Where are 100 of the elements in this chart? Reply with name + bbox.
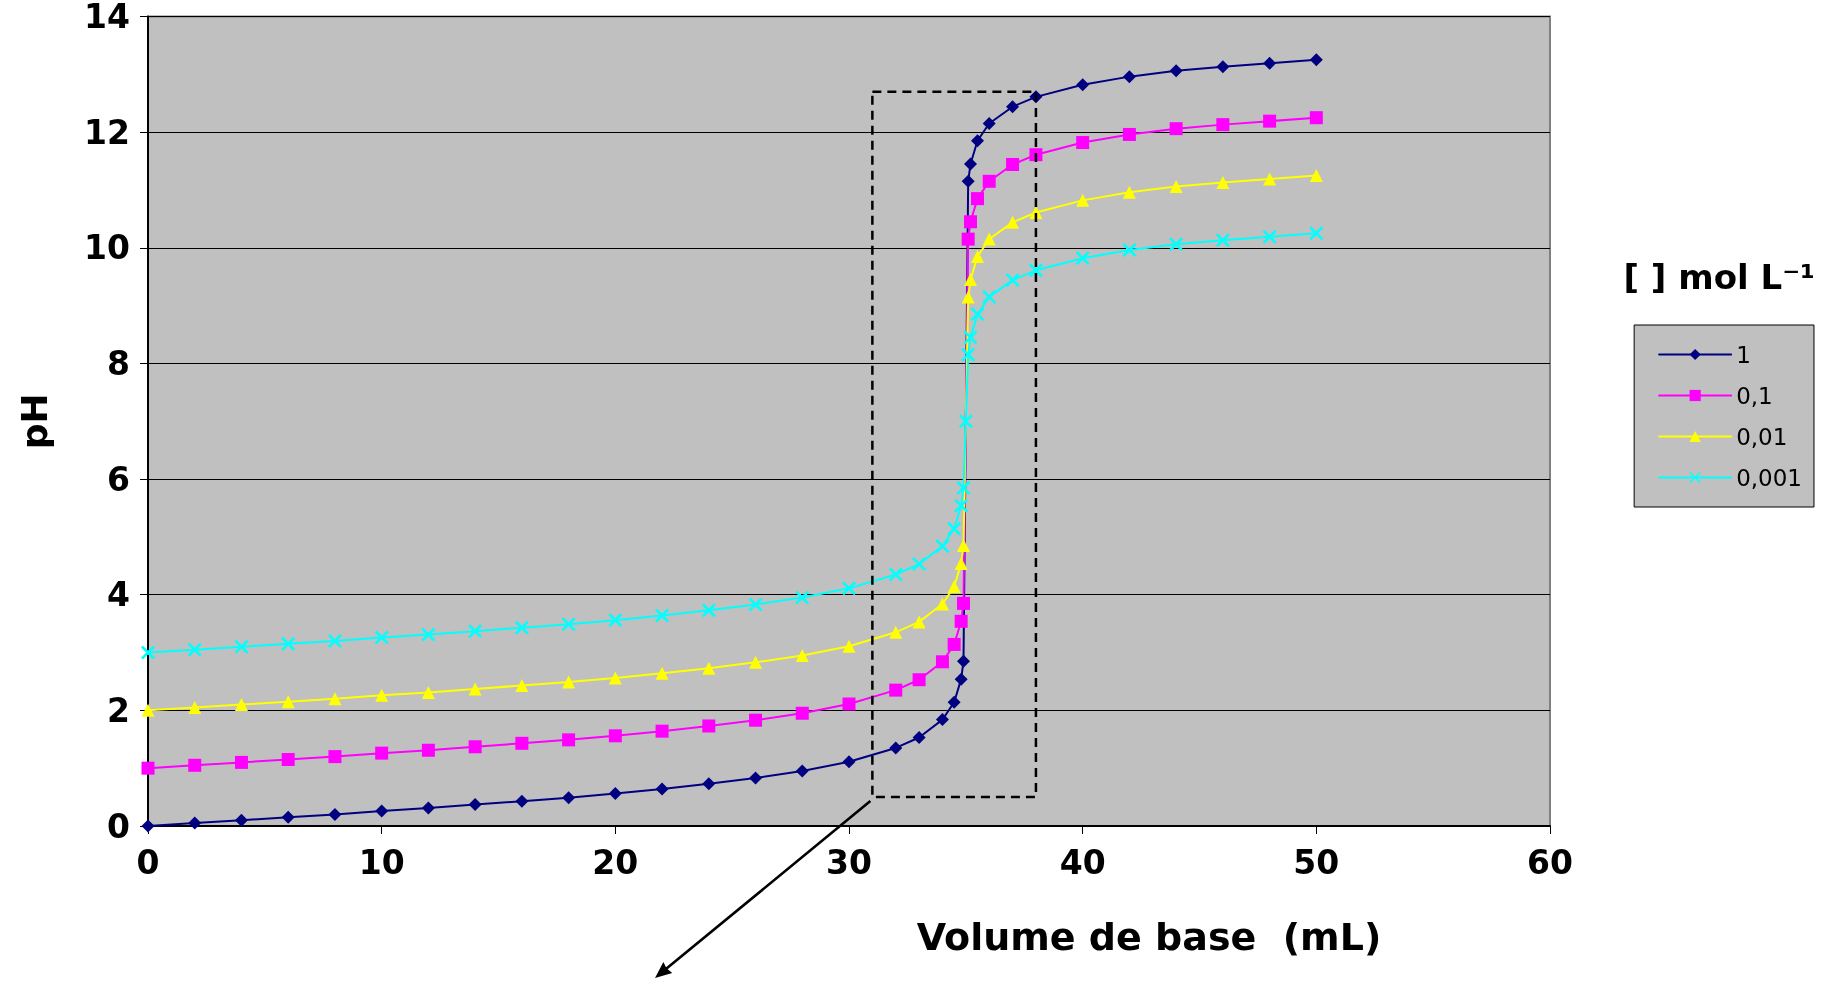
point	[1309, 111, 1323, 125]
point	[961, 232, 975, 246]
y-tick-label: 14	[84, 0, 130, 36]
point	[702, 719, 716, 733]
point	[1169, 122, 1183, 136]
point	[1215, 233, 1230, 248]
point	[889, 683, 903, 697]
point	[957, 596, 970, 610]
x-tick-label: 50	[1293, 843, 1340, 882]
y-tick-label: 4	[107, 575, 130, 615]
point	[234, 698, 248, 712]
point	[935, 539, 950, 554]
point	[702, 777, 716, 791]
point	[608, 671, 622, 685]
point	[964, 273, 978, 287]
point	[515, 794, 529, 808]
point	[234, 813, 248, 827]
point	[1309, 169, 1323, 183]
point	[421, 627, 436, 642]
point	[842, 697, 856, 711]
point	[970, 307, 985, 322]
point	[749, 655, 763, 669]
point	[375, 804, 389, 818]
point	[234, 639, 249, 654]
point	[961, 290, 975, 304]
x-tick-label: 40	[1059, 843, 1106, 882]
point	[421, 685, 435, 699]
point	[961, 347, 976, 362]
point	[375, 688, 389, 702]
point	[1028, 263, 1043, 278]
point	[328, 750, 342, 764]
y-axis-title: pH	[13, 393, 55, 450]
point	[188, 816, 202, 830]
y-tick-label: 2	[107, 690, 130, 730]
point	[748, 597, 763, 612]
point	[954, 614, 968, 628]
point	[958, 414, 973, 429]
point	[281, 695, 295, 709]
x-tick-label: 30	[826, 843, 872, 882]
point	[468, 798, 482, 812]
point	[1216, 175, 1230, 189]
point	[935, 597, 949, 611]
point	[701, 603, 716, 618]
point	[971, 134, 985, 148]
point	[795, 706, 809, 720]
point	[954, 556, 968, 570]
point	[141, 761, 155, 775]
point	[1005, 273, 1020, 288]
point	[1263, 172, 1277, 186]
point	[1122, 243, 1137, 258]
point	[964, 215, 978, 229]
point	[947, 695, 961, 709]
x-tick-label: 0	[136, 843, 160, 882]
point	[234, 755, 248, 769]
point	[1122, 70, 1136, 84]
point	[1169, 237, 1184, 252]
point	[1216, 60, 1230, 74]
point	[655, 608, 670, 623]
point	[842, 581, 856, 596]
point	[374, 630, 389, 645]
x-tick-label: 20	[592, 843, 639, 882]
point	[749, 713, 763, 727]
x-tick-label: 60	[1527, 843, 1573, 882]
point	[655, 782, 669, 796]
point	[608, 729, 622, 743]
point	[515, 736, 529, 750]
point	[1309, 226, 1324, 241]
point	[281, 753, 295, 767]
point	[971, 249, 985, 263]
point	[1122, 127, 1136, 141]
point	[947, 521, 962, 536]
point	[281, 810, 295, 824]
point	[1263, 56, 1277, 70]
point	[957, 539, 970, 553]
point	[935, 713, 949, 727]
point	[956, 480, 971, 495]
point	[421, 743, 435, 757]
x-axis-title: Volume de base (mL)	[916, 915, 1382, 959]
point	[562, 733, 576, 747]
y-tick-label: 0	[107, 806, 130, 846]
point	[655, 666, 669, 680]
y-tick-label: 10	[84, 228, 130, 268]
legend-label: 1	[1736, 341, 1751, 368]
point	[468, 682, 482, 696]
point	[328, 807, 342, 821]
point	[281, 636, 296, 651]
point	[889, 741, 903, 755]
point	[1216, 118, 1230, 132]
point	[375, 746, 389, 760]
legend-title: [ ] mol L⁻¹	[1623, 257, 1816, 297]
point	[971, 192, 985, 206]
point	[961, 174, 975, 188]
point	[947, 637, 961, 651]
point	[982, 232, 996, 246]
point	[1169, 179, 1183, 193]
point	[562, 791, 576, 805]
point	[1006, 100, 1020, 114]
point	[912, 673, 926, 687]
y-tick-label: 8	[107, 343, 130, 383]
point	[1076, 136, 1090, 150]
